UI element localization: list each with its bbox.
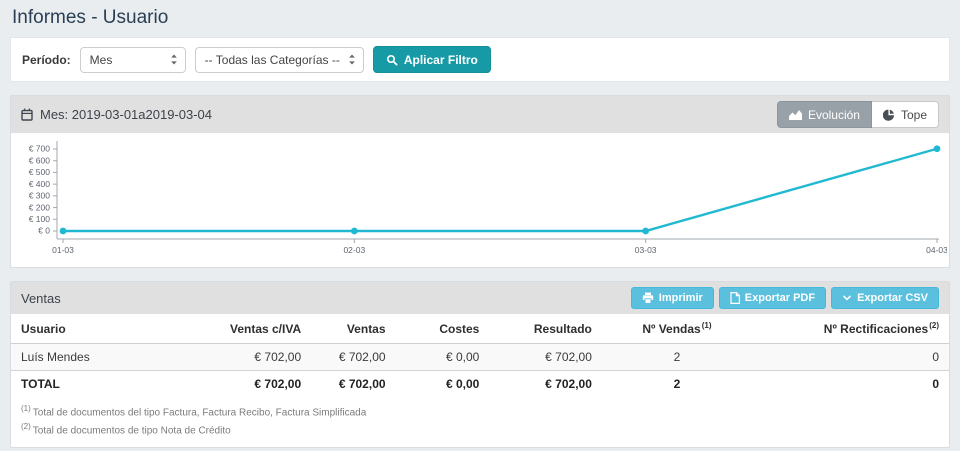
tope-button[interactable]: Tope (871, 101, 939, 128)
area-chart-icon (788, 110, 802, 120)
file-pdf-icon (730, 292, 740, 304)
col-usuario: Usuario (11, 314, 199, 344)
chart-card-title: Mes: 2019-03-01a2019-03-04 (21, 107, 212, 122)
search-icon (386, 54, 398, 66)
svg-text:€ 600: € 600 (29, 155, 51, 165)
cell-resultado: € 702,00 (489, 343, 602, 371)
svg-text:€ 700: € 700 (29, 144, 51, 154)
export-csv-label: Exportar CSV (857, 292, 928, 304)
page-title: Informes - Usuario (12, 7, 169, 28)
export-csv-button[interactable]: Exportar CSV (831, 287, 939, 309)
chevron-down-icon (843, 295, 851, 301)
svg-text:€ 100: € 100 (29, 214, 51, 224)
cell-ventas: € 702,00 (311, 343, 396, 371)
ventas-table: Usuario Ventas c/IVA Ventas Costes Resul… (11, 314, 949, 397)
total-resultado: € 702,00 (489, 370, 602, 397)
category-select-value: -- Todas las Categorías -- (204, 52, 340, 67)
ventas-title: Ventas (21, 290, 61, 306)
col-costes: Costes (395, 314, 490, 344)
table-row: Luís Mendes € 702,00 € 702,00 € 0,00 € 7… (11, 343, 949, 371)
col-ventas: Ventas (311, 314, 396, 344)
print-button[interactable]: Imprimir (630, 287, 714, 309)
svg-text:€ 500: € 500 (29, 167, 51, 177)
total-ventas-civa: € 702,00 (198, 370, 312, 397)
col-n-rectificaciones: Nº Rectificaciones(2) (751, 314, 949, 344)
total-label: TOTAL (11, 370, 199, 397)
updown-arrows-icon (170, 54, 177, 65)
ventas-card-header: Ventas Imprimir Exportar PDF Exportar CS… (11, 282, 949, 314)
chart-view-toggle: Evolución Tope (776, 101, 939, 128)
svg-text:€ 300: € 300 (29, 191, 51, 201)
col-n-vendas: Nº Vendas(1) (601, 314, 752, 344)
period-label: Período: (22, 52, 71, 67)
filter-panel: Período: Mes -- Todas las Categorías -- … (10, 37, 950, 82)
apply-filter-label: Aplicar Filtro (403, 52, 478, 67)
chart-card-header: Mes: 2019-03-01a2019-03-04 Evolución Top… (11, 96, 949, 133)
total-row: TOTAL € 702,00 € 702,00 € 0,00 € 702,00 … (11, 370, 949, 397)
footnotes: (1) Total de documentos del tipo Factura,… (11, 397, 949, 447)
printer-icon (642, 292, 653, 304)
total-n-vendas: 2 (601, 370, 752, 397)
export-pdf-button[interactable]: Exportar PDF (718, 287, 827, 309)
svg-text:02-03: 02-03 (343, 245, 365, 255)
svg-text:€ 0: € 0 (38, 226, 50, 236)
period-select[interactable]: Mes (79, 46, 186, 73)
total-n-rect: 0 (751, 370, 949, 397)
cell-n-vendas: 2 (601, 343, 752, 371)
category-select[interactable]: -- Todas las Categorías -- (194, 46, 364, 73)
cell-costes: € 0,00 (395, 343, 490, 371)
ventas-actions: Imprimir Exportar PDF Exportar CSV (630, 287, 939, 309)
footnote: (1) Total de documentos del tipo Factura,… (21, 404, 367, 419)
svg-text:04-03: 04-03 (926, 245, 947, 255)
pie-chart-icon (882, 109, 894, 121)
tope-label: Tope (900, 107, 927, 122)
cell-usuario: Luís Mendes (11, 343, 199, 371)
svg-text:€ 400: € 400 (29, 179, 51, 189)
line-chart: € 700 € 600 € 500 € 400 € 300 € 200 € 100 € 0 01… (11, 133, 949, 267)
table-header-row: Usuario Ventas c/IVA Ventas Costes Resul… (11, 314, 949, 344)
evolucion-button[interactable]: Evolución (776, 101, 872, 128)
chart-card: Mes: 2019-03-01a2019-03-04 Evolución Top… (10, 95, 950, 268)
svg-text:01-03: 01-03 (52, 245, 74, 255)
period-select-value: Mes (89, 52, 113, 67)
svg-text:03-03: 03-03 (635, 245, 657, 255)
cell-n-rect: 0 (751, 343, 949, 371)
calendar-icon (21, 108, 33, 121)
col-ventas-civa: Ventas c/IVA (198, 314, 312, 344)
updown-arrows-icon (349, 54, 355, 65)
apply-filter-button[interactable]: Aplicar Filtro (372, 46, 491, 73)
ventas-card: Ventas Imprimir Exportar PDF Exportar CS… (10, 281, 950, 448)
chart-period-text: Mes: 2019-03-01a2019-03-04 (40, 107, 213, 122)
evolucion-label: Evolución (807, 107, 860, 122)
footnote: (2) Total de documentos de tipo Nota de C… (21, 421, 231, 437)
total-ventas: € 702,00 (311, 370, 396, 397)
print-label: Imprimir (658, 292, 703, 304)
col-resultado: Resultado (489, 314, 602, 344)
cell-ventas-civa: € 702,00 (198, 343, 312, 371)
export-pdf-label: Exportar PDF (744, 292, 816, 304)
total-costes: € 0,00 (395, 370, 490, 397)
svg-text:€ 200: € 200 (29, 202, 51, 212)
